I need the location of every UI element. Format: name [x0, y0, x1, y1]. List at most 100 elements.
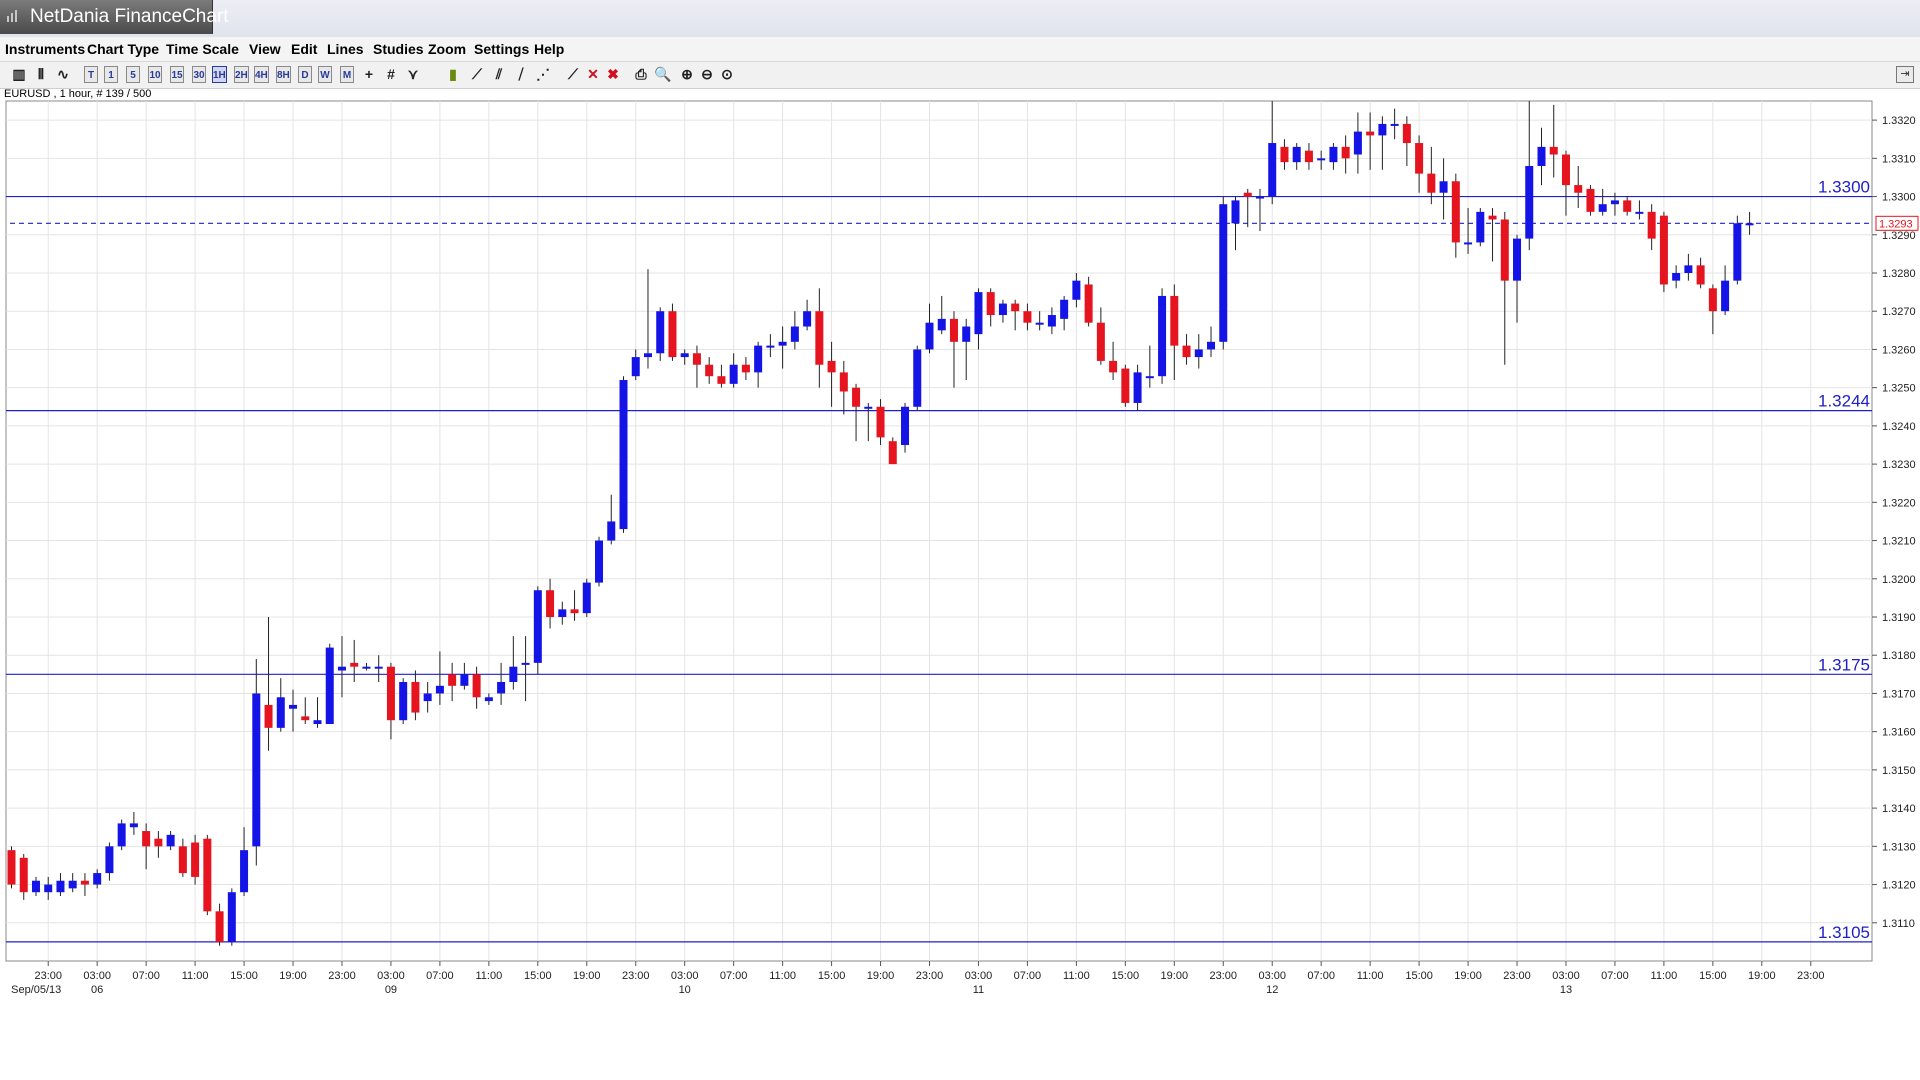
candle-body: [105, 846, 114, 874]
delete-icon[interactable]: ✕: [587, 66, 599, 82]
indicator-icon[interactable]: ⋎: [407, 66, 419, 82]
menu-chart-type[interactable]: Chart Type: [87, 41, 160, 57]
candle: [1268, 101, 1277, 205]
candle: [1464, 208, 1473, 254]
menu-studies[interactable]: Studies: [373, 41, 424, 57]
candle: [1341, 135, 1350, 174]
candle: [876, 399, 885, 445]
y-tick-label: 1.3210: [1882, 536, 1916, 548]
volume-icon[interactable]: ▮: [449, 66, 457, 82]
candle: [1708, 284, 1717, 335]
timescale-week-button[interactable]: W: [318, 66, 332, 83]
menu-time-scale[interactable]: Time Scale: [166, 41, 239, 57]
candle-body: [913, 349, 922, 407]
candle-body: [117, 823, 126, 847]
candle-body: [741, 364, 750, 373]
delete-all-icon[interactable]: ✖: [607, 66, 619, 82]
candle-body: [1721, 280, 1730, 312]
y-tick-label: 1.3230: [1882, 459, 1916, 471]
candle-body: [1023, 311, 1032, 323]
timescale-10m-button[interactable]: 10: [148, 66, 162, 83]
print-preview-icon[interactable]: 🔍: [654, 66, 672, 82]
x-tick-label: 15:00: [1112, 970, 1140, 982]
timescale-1h-button[interactable]: 1H: [212, 66, 227, 83]
candle-body: [1647, 211, 1656, 239]
candle-body: [1268, 143, 1277, 197]
candle-body: [93, 873, 102, 885]
timescale-2h-button[interactable]: 2H: [234, 66, 249, 83]
y-tick-label: 1.3200: [1882, 574, 1916, 586]
print-icon[interactable]: ⎙: [635, 66, 647, 82]
x-tick-label: 03:00: [1258, 970, 1286, 982]
candle: [1574, 165, 1583, 209]
zoom-reset-icon[interactable]: ⊙: [721, 66, 733, 82]
candle: [582, 578, 591, 617]
menu-zoom[interactable]: Zoom: [428, 41, 467, 57]
y-tick-label: 1.3160: [1882, 727, 1916, 739]
zoom-in-icon[interactable]: ⊕: [681, 66, 693, 82]
menu-lines[interactable]: Lines: [327, 41, 364, 57]
line-label: 1.3300: [1818, 178, 1870, 197]
timescale-month-button[interactable]: M: [340, 66, 354, 83]
candle-body: [19, 857, 28, 893]
candle-body: [1060, 299, 1069, 319]
x-tick-label: 03:00: [965, 970, 993, 982]
chart-type-candle-icon[interactable]: ▥: [12, 66, 26, 82]
chart-type-bar-icon[interactable]: ⫴: [38, 66, 44, 82]
candle: [1439, 158, 1448, 220]
x-tick-label: 11:00: [1651, 970, 1678, 982]
trend-line-icon[interactable]: ⟋: [472, 66, 482, 82]
delete-line-icon[interactable]: ⟋: [568, 66, 578, 82]
fan-icon[interactable]: ⋰: [536, 66, 550, 82]
candle: [448, 662, 457, 702]
candle-body: [166, 834, 175, 847]
collapse-panel-button[interactable]: ⇥: [1896, 66, 1914, 83]
x-tick-label: 19:00: [867, 970, 895, 982]
timescale-tick-button[interactable]: T: [84, 66, 98, 83]
line-label: 1.3244: [1818, 392, 1870, 411]
timescale-4h-button[interactable]: 4H: [254, 66, 269, 83]
fibonacci-icon[interactable]: ⧸: [518, 66, 524, 82]
menu-settings[interactable]: Settings: [474, 41, 530, 57]
candle-body: [827, 360, 836, 373]
candle-body: [546, 590, 555, 617]
candle: [191, 834, 200, 885]
candle: [374, 655, 383, 682]
candle: [240, 827, 249, 897]
menu-view[interactable]: View: [249, 41, 281, 57]
menu-help[interactable]: Help: [534, 41, 565, 57]
candle: [484, 693, 493, 705]
timescale-day-button[interactable]: D: [298, 66, 312, 83]
channel-icon[interactable]: ⫽: [495, 66, 503, 82]
timescale-8h-button[interactable]: 8H: [276, 66, 291, 83]
candle-body: [558, 609, 567, 617]
app-window-tab[interactable]: NetDania FinanceChart: [0, 0, 229, 34]
candle-body: [1366, 131, 1375, 136]
candle-body: [949, 318, 958, 342]
timescale-5m-button[interactable]: 5: [126, 66, 140, 83]
menu-edit[interactable]: Edit: [291, 41, 318, 57]
candle: [729, 353, 738, 388]
candle: [1170, 284, 1179, 381]
chart-type-line-icon[interactable]: ∿: [57, 66, 69, 82]
timescale-1m-button[interactable]: 1: [104, 66, 118, 83]
candle: [56, 873, 65, 897]
x-tick-label: 11:00: [476, 970, 503, 982]
grid-icon[interactable]: #: [387, 66, 395, 82]
candle: [852, 383, 861, 442]
timescale-30m-button[interactable]: 30: [192, 66, 206, 83]
timescale-15m-button[interactable]: 15: [170, 66, 184, 83]
menu-instruments[interactable]: Instruments: [5, 41, 86, 57]
x-tick-label: 19:00: [279, 970, 307, 982]
candle-body: [962, 326, 971, 342]
crosshair-icon[interactable]: +: [364, 66, 374, 82]
candle-body: [497, 681, 506, 694]
candle-body: [1500, 219, 1509, 281]
candle-body: [1194, 349, 1203, 358]
candle-body: [56, 880, 65, 893]
candle: [203, 834, 212, 916]
candle-body: [386, 666, 395, 721]
candle-body: [44, 884, 53, 893]
zoom-out-icon[interactable]: ⊖: [701, 66, 713, 82]
